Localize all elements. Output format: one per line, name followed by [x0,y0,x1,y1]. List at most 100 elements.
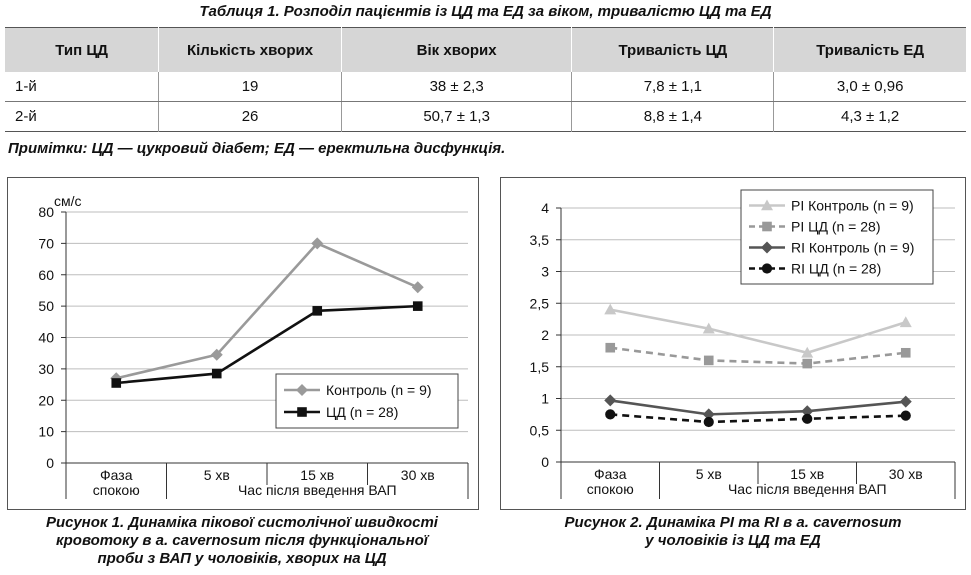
legend-swatch-marker [761,241,773,254]
series-line [610,308,907,355]
series-line [610,413,906,424]
legend-box [275,373,459,429]
data-point [900,410,911,421]
figure-1-caption-line: проби з ВАП у чоловіків, хворих на ЦД [97,550,387,567]
legend-label: ЦД (n = 28) [326,404,398,420]
series-line [115,241,419,380]
figure-2-panel: 0 0,5 1 1,5 2 2,5 3 3,5 4 Фаза спокою 5 хв 15 хв 30 х… [500,177,966,510]
data-point [899,316,912,328]
x-axis-label: Час після введення ВАП [238,482,397,498]
data-point [802,413,813,424]
y-tick-label: 4 [541,200,549,216]
series-line [610,399,906,416]
table-cell: 4,3 ± 1,2 [773,101,966,132]
figure-1-caption: Рисунок 1. Динаміка пікової систолічної … [0,514,484,568]
x-tick-label: 15 хв [300,467,334,483]
table-cell: 19 [158,72,342,102]
y-tick-label: 20 [38,392,54,408]
table-header-row: Тип ЦД Кількість хворих Вік хворих Трива… [5,27,966,72]
data-point [702,408,715,421]
y-tick-label: 2 [541,327,549,343]
y-tick-label: 60 [38,267,54,283]
data-point [900,347,911,358]
data-point [703,416,714,428]
table-row: 1-й 19 38 ± 2,3 7,8 ± 1,1 3,0 ± 0,96 [5,72,966,102]
y-tick-label: 3,5 [530,232,550,248]
data-point [210,348,223,361]
table-row: 2-й 26 50,7 ± 1,3 8,8 ± 1,4 4,3 ± 1,2 [5,101,966,132]
col-header-ed-duration: Тривалість ЕД [773,27,966,72]
series-line [116,304,418,385]
x-axis-label: Час після введення ВАП [728,481,887,497]
y-tick-label: 10 [38,424,54,440]
data-point [111,378,122,388]
table-cell: 3,0 ± 0,96 [773,72,966,102]
figure-2-caption: Рисунок 2. Динаміка PI та RI в a. cavern… [500,514,966,550]
table-cell: 26 [158,101,342,132]
data-point [311,237,324,250]
series-line [610,346,906,365]
data-point [411,281,424,294]
y-tick-label: 70 [38,235,54,251]
table-cell: 8,8 ± 1,4 [571,101,774,132]
y-tick-label: 1 [541,391,549,407]
legend-label: PI ЦД (n = 28) [791,219,880,235]
data-point [801,405,814,418]
table-notes: Примітки: ЦД — цукровий діабет; ЕД — ере… [8,140,506,157]
legend-label: Контроль (n = 9) [326,382,432,398]
table-cell: 50,7 ± 1,3 [340,101,572,132]
data-point [702,322,715,334]
col-header-dm-duration: Тривалість ЦД [571,27,774,72]
table-cell: 2-й [15,108,37,125]
x-tick-label: Фаза [594,466,627,482]
x-tick-label: 30 хв [401,467,435,483]
data-point [211,368,222,379]
legend-label: PI Контроль (n = 9) [791,198,914,214]
data-point [312,306,323,316]
y-tick-label: 0,5 [530,422,550,438]
figure-2-caption-line: Рисунок 2. Динаміка PI та RI в a. cavern… [564,514,902,531]
table-cell: 38 ± 2,3 [340,72,572,102]
patients-table: Тип ЦД Кількість хворих Вік хворих Трива… [5,27,966,132]
x-tick-label: спокою [93,482,140,498]
data-point [801,346,814,358]
x-tick-label: 15 хв [790,466,824,482]
data-point [802,358,813,369]
figure-1-panel: 0 10 20 30 40 50 60 70 80 Фаза спокою 5 хв 15 хв 30 х… [7,177,479,510]
col-header-type: Тип ЦД [5,27,159,72]
data-point [604,303,617,315]
y-tick-label: 3 [541,264,549,280]
y-tick-label: 0 [46,455,54,471]
data-point [412,301,423,311]
legend-label: RI Контроль (n = 9) [791,240,914,256]
y-unit-label: см/с [54,193,82,209]
table-cell: 1-й [5,72,159,102]
data-point [604,394,617,407]
x-tick-label: спокою [587,481,634,497]
y-tick-label: 30 [38,361,54,377]
legend-swatch-marker [761,263,773,274]
y-tick-label: 0 [541,454,549,470]
data-point [899,395,912,408]
data-point [605,342,616,353]
y-tick-label: 40 [38,330,54,346]
col-header-age: Вік хворих [340,27,572,72]
x-tick-label: 30 хв [889,466,923,482]
col-header-count: Кількість хворих [158,27,342,72]
legend-swatch-marker [761,199,773,211]
legend-swatch-marker [762,221,772,232]
y-tick-label: 50 [38,298,54,314]
y-tick-label: 80 [38,204,54,220]
table-cell: 7,8 ± 1,1 [571,72,774,102]
data-point [605,409,616,420]
figure-1-caption-line: Рисунок 1. Динаміка пікової систолічної … [46,514,438,531]
legend-label: RI ЦД (n = 28) [791,261,881,277]
x-tick-label: Фаза [100,467,133,483]
x-tick-label: 5 хв [696,466,722,482]
legend-swatch-marker [296,384,308,396]
figure-1-caption-line: кровотоку в a. cavernosum після функціон… [56,532,428,549]
data-point [703,355,714,366]
legend-swatch-marker [297,407,307,417]
